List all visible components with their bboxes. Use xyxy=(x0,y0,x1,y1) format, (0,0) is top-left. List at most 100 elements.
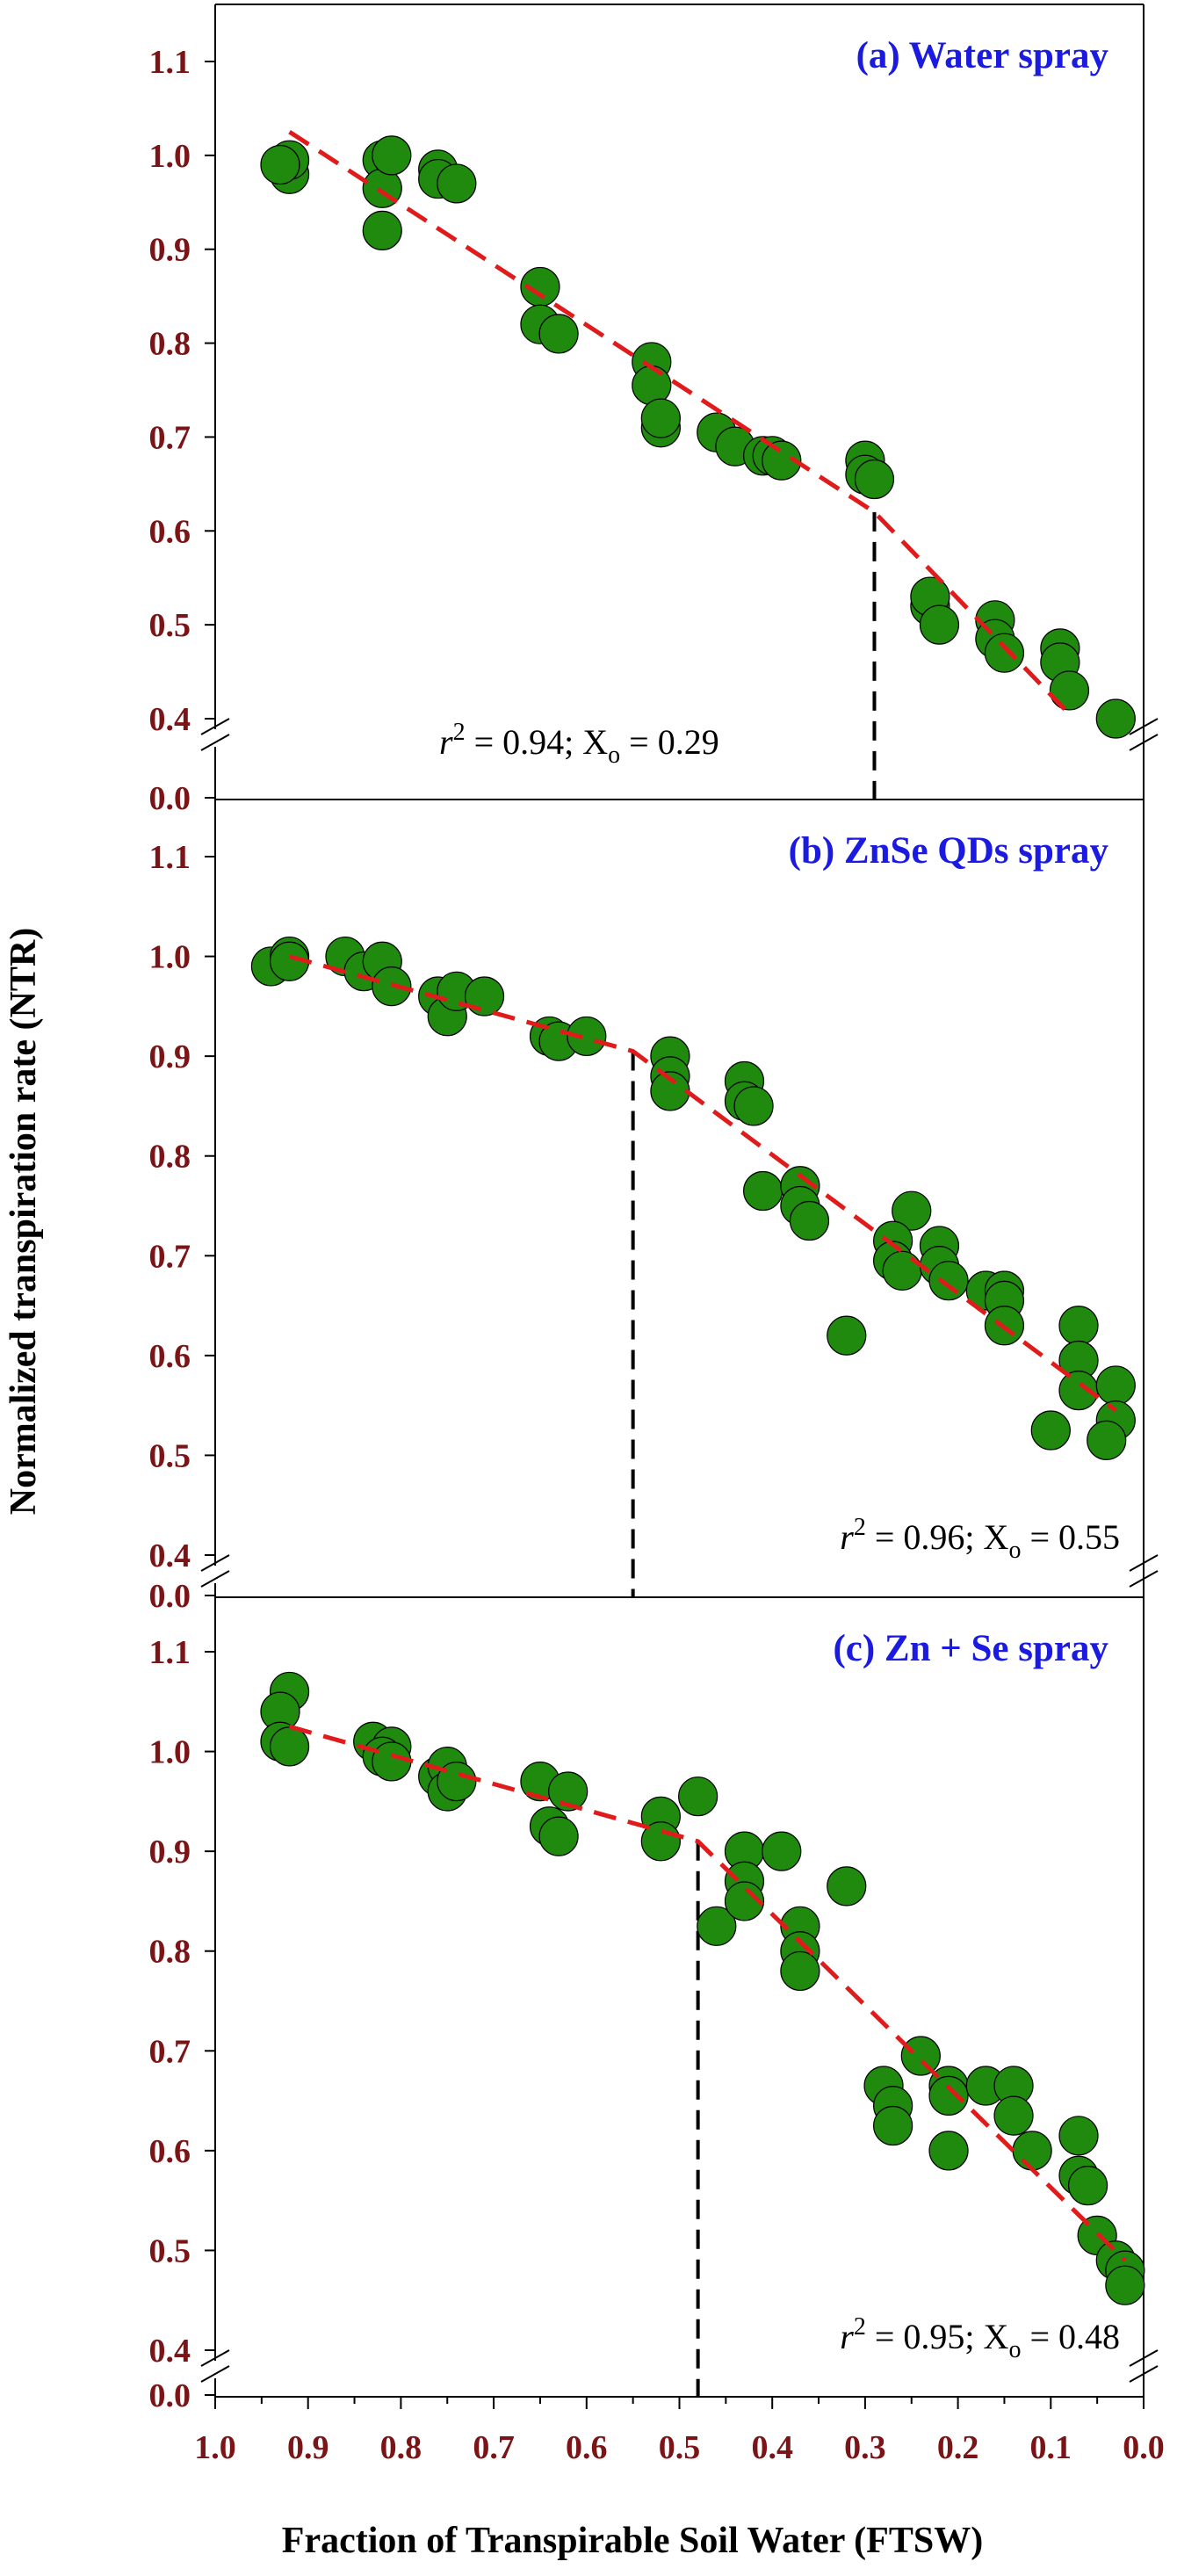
y-tick-label: 0.8 xyxy=(149,1934,191,1971)
axis-break-mark-right xyxy=(1129,718,1159,735)
data-point xyxy=(697,1906,737,1946)
r2-superscript: 2 xyxy=(854,2313,866,2341)
r2-symbol: r xyxy=(840,1517,854,1557)
y-tick-label: 0.0 xyxy=(149,780,191,817)
axis-break-mark-right xyxy=(1129,2349,1159,2367)
data-point xyxy=(1049,670,1090,711)
data-point xyxy=(900,2036,941,2076)
data-point xyxy=(1030,1410,1071,1451)
data-point xyxy=(733,1086,774,1126)
xo-subscript: o xyxy=(1008,2336,1021,2363)
data-point xyxy=(789,1200,830,1241)
y-tick-label: 0.5 xyxy=(149,2232,191,2269)
data-point xyxy=(928,2131,969,2171)
x-tick-label: 0.5 xyxy=(659,2429,701,2466)
y-tick-label: 0.0 xyxy=(149,2377,191,2414)
fit-statistics: r2 = 0.94; Xo = 0.29 xyxy=(439,719,719,769)
data-point xyxy=(567,1016,607,1057)
y-tick-label: 0.5 xyxy=(149,607,191,644)
data-point xyxy=(724,1881,765,1921)
data-point xyxy=(1058,2116,1099,2156)
y-tick-label: 0.6 xyxy=(149,1338,191,1375)
r2-value: = 0.95; X xyxy=(866,2317,1009,2356)
fit-statistics: r2 = 0.96; Xo = 0.55 xyxy=(840,1514,1120,1564)
r2-value: = 0.94; X xyxy=(466,722,609,762)
y-tick-label: 1.1 xyxy=(149,44,191,81)
panel-title: (a) Water spray xyxy=(856,35,1109,76)
data-point xyxy=(372,1741,412,1782)
data-point xyxy=(1095,698,1136,739)
xo-subscript: o xyxy=(608,742,620,769)
data-point xyxy=(1067,2166,1108,2206)
data-point xyxy=(437,1762,477,1802)
y-tick-label: 0.5 xyxy=(149,1437,191,1474)
data-point xyxy=(538,1816,579,1856)
axis-break-mark-right xyxy=(1129,734,1159,751)
r2-value: = 0.96; X xyxy=(866,1517,1009,1557)
y-axis-label: Normalized transpiration rate (NTR) xyxy=(4,928,44,1515)
axis-break-mark-left xyxy=(200,718,230,735)
data-point xyxy=(993,2095,1034,2136)
panel-title: (c) Zn + Se spray xyxy=(833,1628,1108,1669)
axis-break-mark-right xyxy=(1129,2365,1159,2383)
fit-line xyxy=(288,1724,1127,2262)
axis-break-mark-left xyxy=(200,2365,230,2383)
panel-2: 1.1 1.0 0.9 0.8 0.7 0.6 0.5 0.4 0.0 (b) ZnSe QDs … xyxy=(149,799,1159,1615)
data-point xyxy=(854,459,895,500)
axis-break-mark-left xyxy=(200,1570,230,1588)
y-tick-label: 0.9 xyxy=(149,1038,191,1075)
fit-line xyxy=(288,130,1072,716)
data-point xyxy=(260,144,300,185)
r2-symbol: r xyxy=(840,2317,854,2356)
y-tick-label: 0.4 xyxy=(149,701,191,738)
x-tick-label: 0.8 xyxy=(380,2429,422,2466)
data-point xyxy=(1095,1365,1136,1406)
axis-break-mark-right xyxy=(1129,1570,1159,1588)
y-tick-label: 1.0 xyxy=(149,138,191,175)
data-point xyxy=(269,1726,310,1767)
data-point xyxy=(892,1190,932,1231)
y-tick-label: 0.4 xyxy=(149,1538,191,1574)
data-point xyxy=(984,633,1025,673)
x-tick-label: 0.9 xyxy=(287,2429,329,2466)
y-tick-label: 0.0 xyxy=(149,1578,191,1615)
y-tick-label: 1.0 xyxy=(149,1734,191,1771)
data-point xyxy=(919,604,960,645)
axis-break-mark-right xyxy=(1129,1554,1159,1572)
x-tick-label: 0.0 xyxy=(1123,2429,1165,2466)
y-tick-label: 0.9 xyxy=(149,1834,191,1870)
x-tick-label: 0.2 xyxy=(937,2429,979,2466)
data-point xyxy=(464,976,505,1017)
data-point xyxy=(827,1315,867,1356)
r2-superscript: 2 xyxy=(453,719,466,746)
x-tick-label: 0.4 xyxy=(751,2429,793,2466)
data-point xyxy=(882,1250,922,1291)
data-point xyxy=(372,135,412,176)
panels-group: 1.1 1.0 0.9 0.8 0.7 0.6 0.5 0.4 0.0 (a) Water spr… xyxy=(149,4,1159,2414)
y-tick-label: 0.7 xyxy=(149,2033,191,2070)
y-tick-label: 0.9 xyxy=(149,232,191,269)
y-tick-label: 0.7 xyxy=(149,419,191,456)
data-point xyxy=(1087,1420,1127,1460)
data-point xyxy=(1058,1306,1099,1346)
data-point xyxy=(873,2105,913,2146)
y-tick-label: 1.1 xyxy=(149,1634,191,1671)
data-point xyxy=(678,1776,718,1817)
y-tick-label: 0.4 xyxy=(149,2333,191,2370)
y-tick-label: 0.8 xyxy=(149,1139,191,1176)
data-point xyxy=(538,314,579,354)
data-point xyxy=(928,1261,969,1301)
xo-subscript: o xyxy=(1008,1537,1021,1564)
axis-break-mark-left xyxy=(200,1554,230,1572)
xo-value: = 0.55 xyxy=(1021,1517,1120,1557)
data-point xyxy=(640,398,681,438)
data-point xyxy=(780,1950,820,1992)
x-tick-label: 1.0 xyxy=(194,2429,236,2466)
data-point xyxy=(362,210,402,250)
data-point xyxy=(1012,2131,1052,2171)
data-point xyxy=(743,1170,783,1212)
data-point xyxy=(762,440,802,481)
x-tick-label: 0.7 xyxy=(473,2429,515,2466)
y-tick-label: 0.6 xyxy=(149,513,191,550)
